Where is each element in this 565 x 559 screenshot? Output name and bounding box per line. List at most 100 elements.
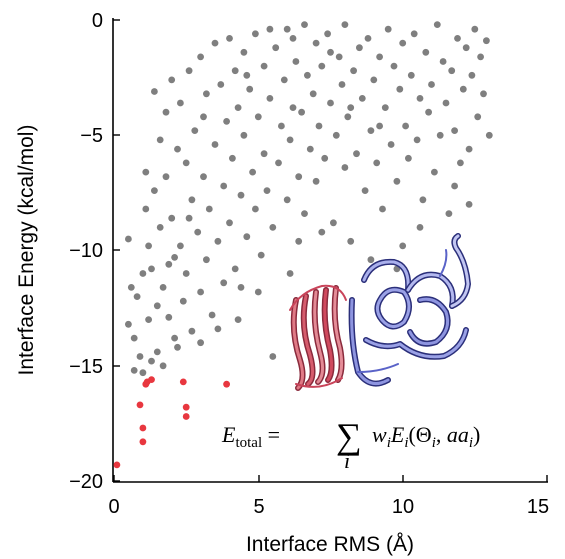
y-tick-label: −5 xyxy=(80,125,103,147)
data-point xyxy=(124,320,132,328)
x-ticks xyxy=(113,475,548,482)
data-point xyxy=(283,196,291,204)
data-point xyxy=(384,25,392,33)
data-point xyxy=(243,71,251,79)
data-point xyxy=(341,164,349,171)
y-tick-label: −15 xyxy=(69,356,103,378)
data-point xyxy=(283,25,291,33)
data-point xyxy=(148,357,155,365)
data-point xyxy=(405,154,412,162)
data-point xyxy=(257,251,265,259)
data-point xyxy=(327,48,334,56)
data-point xyxy=(335,53,343,61)
data-point xyxy=(465,145,473,153)
data-point xyxy=(465,201,473,208)
data-point xyxy=(139,369,147,377)
data-point xyxy=(457,159,464,167)
data-point xyxy=(266,25,274,33)
data-point xyxy=(361,187,369,195)
data-point xyxy=(179,297,187,305)
data-point xyxy=(159,362,167,370)
data-point xyxy=(237,191,245,199)
data-point xyxy=(226,219,233,227)
data-point xyxy=(139,270,147,277)
data-point xyxy=(217,81,225,88)
data-point xyxy=(136,401,144,409)
data-point xyxy=(231,67,239,75)
data-point xyxy=(428,81,435,88)
data-point xyxy=(269,224,277,231)
data-point xyxy=(133,293,141,300)
data-point xyxy=(130,334,138,342)
data-point xyxy=(156,136,164,144)
data-point xyxy=(327,99,334,107)
data-point xyxy=(203,90,210,98)
data-point xyxy=(159,284,167,291)
data-point xyxy=(416,95,424,102)
data-point xyxy=(318,62,326,70)
data-point xyxy=(240,48,248,56)
protein-complex-illustration xyxy=(289,233,471,391)
data-point xyxy=(142,168,150,176)
data-point xyxy=(338,81,346,88)
data-point xyxy=(410,30,418,38)
data-point xyxy=(168,76,176,84)
data-point xyxy=(390,62,398,70)
data-point xyxy=(145,242,153,250)
data-point xyxy=(289,35,297,42)
y-ticks xyxy=(113,19,120,482)
data-point xyxy=(171,334,179,342)
data-point xyxy=(477,53,484,61)
y-tick-label: −10 xyxy=(69,240,103,262)
y-tick-label: 0 xyxy=(92,10,103,32)
data-point xyxy=(344,113,352,121)
data-point xyxy=(376,53,383,61)
data-point xyxy=(234,104,242,111)
data-point xyxy=(191,127,199,134)
data-point xyxy=(275,159,282,167)
data-point xyxy=(312,39,320,47)
data-point xyxy=(139,424,147,432)
data-point xyxy=(356,44,363,52)
data-point xyxy=(182,159,190,167)
data-point xyxy=(188,196,196,204)
data-point xyxy=(474,113,482,121)
data-point xyxy=(451,182,458,190)
data-point xyxy=(182,403,190,411)
data-point xyxy=(182,413,190,420)
data-point xyxy=(223,380,231,388)
data-point xyxy=(165,260,173,268)
data-point xyxy=(286,270,294,277)
data-point xyxy=(379,205,386,213)
data-point xyxy=(364,35,372,42)
data-point xyxy=(462,44,470,52)
data-point xyxy=(200,113,207,121)
data-point xyxy=(396,85,404,93)
data-point xyxy=(445,210,453,218)
data-point xyxy=(370,76,378,84)
x-tick-label: 10 xyxy=(392,496,414,518)
data-point xyxy=(252,205,259,213)
x-tick-label: 0 xyxy=(108,496,119,518)
data-point xyxy=(376,122,383,130)
data-point xyxy=(468,71,476,79)
data-point xyxy=(208,311,216,319)
data-point xyxy=(373,159,381,167)
data-point xyxy=(205,205,213,213)
data-point xyxy=(306,145,314,153)
data-point xyxy=(179,378,187,386)
data-point xyxy=(263,187,271,195)
data-point xyxy=(153,302,161,310)
data-point xyxy=(200,173,207,181)
data-point xyxy=(220,279,228,287)
data-point xyxy=(266,95,274,102)
data-point xyxy=(153,348,161,356)
data-point xyxy=(402,122,409,130)
data-point xyxy=(197,53,205,61)
data-point xyxy=(188,327,196,335)
data-point xyxy=(295,173,303,181)
data-point xyxy=(171,254,179,261)
data-point xyxy=(350,67,357,75)
data-point xyxy=(243,233,251,241)
